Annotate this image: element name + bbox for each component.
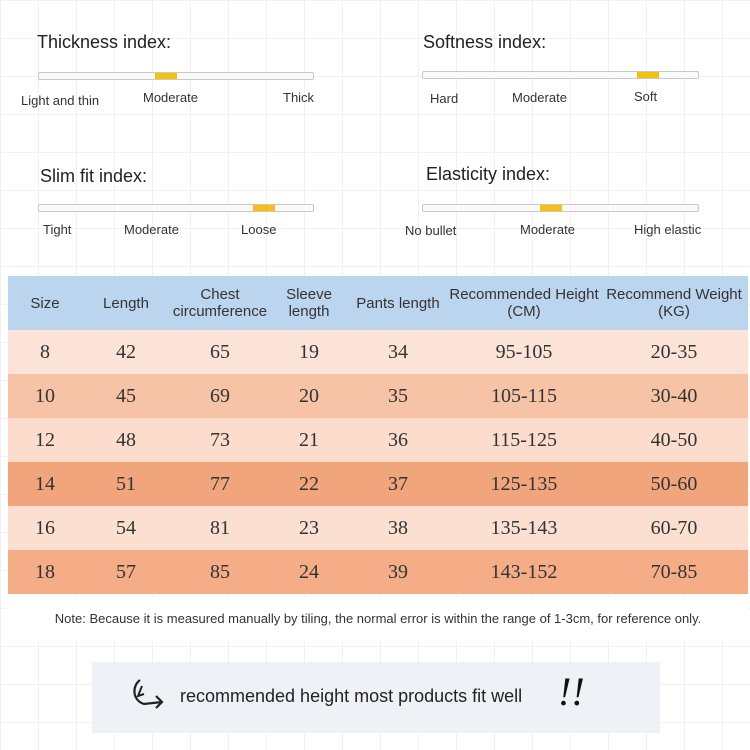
table-cell: 85 xyxy=(210,560,230,583)
table-cell: 37 xyxy=(388,472,408,495)
index-label: Light and thin xyxy=(21,93,100,108)
table-cell: 23 xyxy=(299,516,319,539)
table-cell: 60-70 xyxy=(650,516,698,539)
header-row: Size Length Chest circumference Sleeve leng… xyxy=(8,276,748,330)
index-title: Softness index: xyxy=(423,32,547,52)
table-cell: 8 xyxy=(40,340,50,363)
table-row: 14 51 77 22 37 125-135 50-60 xyxy=(8,462,748,506)
table-cell: 48 xyxy=(116,428,136,451)
table-cell: 22 xyxy=(299,472,319,495)
index-label: Tight xyxy=(43,222,72,237)
index-marker xyxy=(155,73,177,79)
table-cell: 77 xyxy=(210,472,230,495)
index-title: Elasticity index: xyxy=(426,164,551,184)
table-cell: 125-135 xyxy=(490,472,558,495)
table-cell: 18 xyxy=(35,560,55,583)
header-cell: Chest circumference xyxy=(170,276,270,330)
table-cell: 54 xyxy=(116,516,136,539)
table-cell: 10 xyxy=(35,384,55,407)
table-cell: 81 xyxy=(210,516,230,539)
table-cell: 135-143 xyxy=(490,516,558,539)
table-row: 8 42 65 19 34 95-105 20-35 xyxy=(8,330,748,374)
table-cell: 35 xyxy=(388,384,408,407)
table-cell: 21 xyxy=(299,428,319,451)
table-cell: 70-85 xyxy=(650,560,698,583)
index-title: Slim fit index: xyxy=(40,166,148,186)
table-cell: 51 xyxy=(116,472,136,495)
header-cell: Length xyxy=(82,276,170,330)
index-label: Thick xyxy=(283,90,315,105)
index-label: Soft xyxy=(634,89,658,104)
table-cell: 16 xyxy=(35,516,55,539)
table-cell: 36 xyxy=(388,428,408,451)
header-cell: Pants length xyxy=(348,276,448,330)
table-row: 16 54 81 23 38 135-143 60-70 xyxy=(8,506,748,550)
index-marker xyxy=(540,205,562,211)
banner: recommended height most products fit wel… xyxy=(92,662,660,733)
index-track xyxy=(422,71,699,79)
table-cell: 12 xyxy=(35,428,55,451)
table-row: 18 57 85 24 39 143-152 70-85 xyxy=(8,550,748,594)
index-title: Thickness index: xyxy=(37,32,172,52)
index-label: Hard xyxy=(430,91,459,106)
index-label: Moderate xyxy=(520,222,575,237)
index-label: Moderate xyxy=(143,90,198,105)
index-label: High elastic xyxy=(634,222,702,237)
table-cell: 69 xyxy=(210,384,230,407)
table-cell: 39 xyxy=(388,560,408,583)
table-cell: 115-125 xyxy=(491,428,557,451)
table-cell: 40-50 xyxy=(650,428,698,451)
table-cell: 65 xyxy=(210,340,230,363)
index-label: No bullet xyxy=(405,223,457,238)
table-cell: 50-60 xyxy=(650,472,698,495)
table-cell: 30-40 xyxy=(650,384,698,407)
table-cell: 34 xyxy=(388,340,408,363)
note: Note: Because it is measured manually by… xyxy=(8,597,748,641)
table-cell: 14 xyxy=(35,472,55,495)
index-marker xyxy=(637,72,659,78)
index-track xyxy=(38,72,314,80)
index-label: Moderate xyxy=(512,90,567,105)
header-cell: Recommended Height (CM) xyxy=(448,276,600,330)
table-cell: 20-35 xyxy=(650,340,698,363)
size-table: Size Length Chest circumference Sleeve leng… xyxy=(8,276,748,594)
banner-text: recommended height most products fit wel… xyxy=(180,686,523,706)
table-row: 12 48 73 21 36 115-125 40-50 xyxy=(8,418,748,462)
index-marker xyxy=(253,205,275,211)
index-label: Loose xyxy=(241,222,277,237)
header-cell: Recommend Weight (KG) xyxy=(600,276,748,330)
table-cell: 19 xyxy=(299,340,319,363)
header-cell: Size xyxy=(8,276,82,330)
table-cell: 95-105 xyxy=(495,340,553,363)
arrow-icon xyxy=(133,679,164,709)
index-track xyxy=(38,204,314,212)
index-label: Moderate xyxy=(124,222,179,237)
table-row: 10 45 69 20 35 105-115 30-40 xyxy=(8,374,748,418)
exclamation: !! xyxy=(558,669,585,714)
index-track xyxy=(422,204,699,212)
table-cell: 38 xyxy=(388,516,408,539)
header-cell: Sleeve length xyxy=(270,276,348,330)
table-cell: 57 xyxy=(116,560,136,583)
table-cell: 20 xyxy=(299,384,319,407)
table-cell: 42 xyxy=(116,340,136,363)
table-cell: 24 xyxy=(299,560,319,583)
table-cell: 73 xyxy=(210,428,230,451)
table-cell: 45 xyxy=(116,384,136,407)
table-cell: 105-115 xyxy=(491,384,557,407)
table-cell: 143-152 xyxy=(490,560,558,583)
